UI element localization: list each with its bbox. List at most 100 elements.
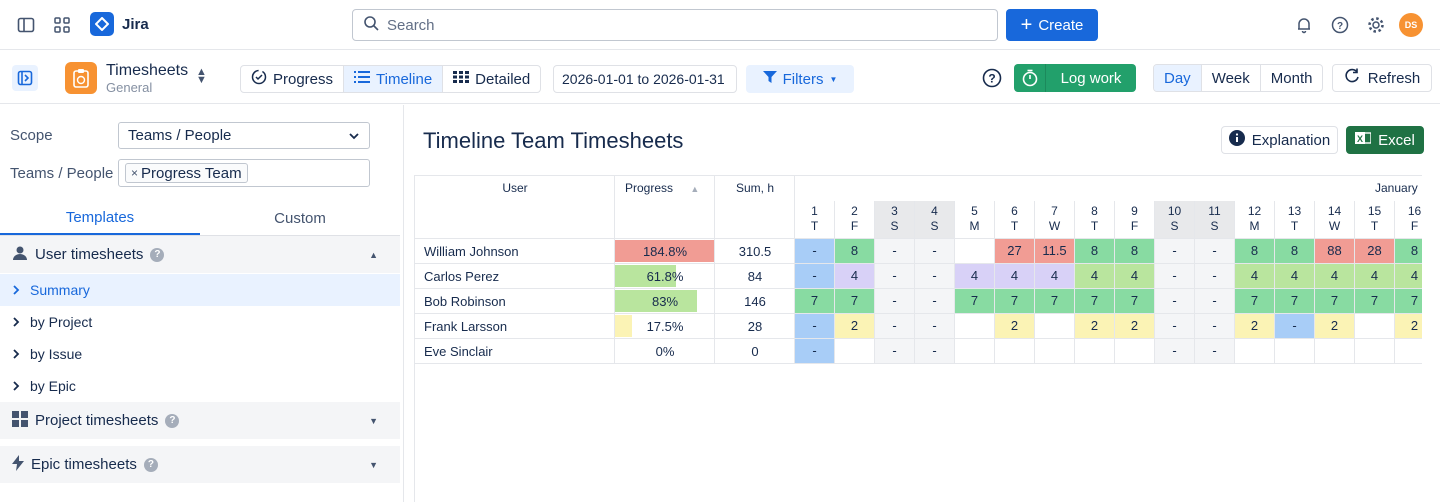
day-cell[interactable] (1355, 339, 1395, 363)
day-cell[interactable]: 2 (995, 314, 1035, 338)
day-cell[interactable]: 28 (1355, 239, 1395, 263)
day-cell[interactable]: 4 (995, 264, 1035, 288)
day-cell[interactable]: 7 (1355, 289, 1395, 313)
table-row[interactable]: Bob Robinson 83% 146 7 7- -7 7 7 7 7- -7 7 7 7 7 (415, 288, 1422, 313)
chevron-updown-icon[interactable]: ▲ ▼ (196, 66, 207, 86)
table-row[interactable]: Carlos Perez 61.8% 84-4- -4 4 4 4 4- -4 4 4 4 4 (415, 263, 1422, 288)
day-cell[interactable] (955, 314, 995, 338)
day-cell[interactable]: 7 (1395, 289, 1422, 313)
user-name[interactable]: Frank Larsson (424, 319, 508, 334)
gear-icon[interactable] (1364, 13, 1388, 37)
day-cell[interactable]: 11.5 (1035, 239, 1075, 263)
day-cell[interactable]: 7 (995, 289, 1035, 313)
tab-templates[interactable]: Templates (0, 201, 200, 235)
sidebar-item-by-project[interactable]: by Project (0, 306, 400, 338)
day-cell[interactable]: - (1155, 289, 1195, 313)
day-cell[interactable]: - (875, 239, 915, 263)
section-project-timesheets[interactable]: Project timesheets ? ▼ (0, 402, 400, 439)
day-cell[interactable] (1315, 339, 1355, 363)
app-switcher-icon[interactable] (50, 13, 74, 37)
panel-toggle-icon[interactable] (12, 65, 38, 91)
day-cell[interactable]: 2 (1115, 314, 1155, 338)
day-cell[interactable]: - (795, 339, 835, 363)
table-row[interactable]: Frank Larsson 17.5% 28-2- -2 2 2- -2-2 2 (415, 313, 1422, 338)
day-cell[interactable]: 8 (1235, 239, 1275, 263)
day-cell[interactable]: - (1195, 339, 1235, 363)
help-icon[interactable]: ? (982, 68, 1002, 91)
day-cell[interactable]: - (915, 314, 955, 338)
avatar[interactable]: DS (1399, 13, 1423, 37)
day-cell[interactable] (1275, 339, 1315, 363)
period-month[interactable]: Month (1270, 69, 1313, 87)
create-button[interactable]: + Create (1006, 9, 1098, 41)
tab-timeline[interactable]: Timeline (344, 66, 444, 92)
day-cell[interactable]: - (1155, 264, 1195, 288)
day-cell[interactable]: 7 (1075, 289, 1115, 313)
sidebar-item-summary[interactable]: Summary (0, 274, 400, 306)
user-name[interactable]: William Johnson (424, 244, 519, 259)
help-icon[interactable]: ? (143, 457, 158, 472)
table-row[interactable]: William Johnson 184.8% 310.5-8- -27 11.5 8 8- -… (415, 238, 1422, 263)
day-cell[interactable] (955, 239, 995, 263)
scope-select[interactable]: Teams / People (118, 122, 370, 149)
day-cell[interactable]: 88 (1315, 239, 1355, 263)
day-cell[interactable]: 4 (1115, 264, 1155, 288)
day-cell[interactable]: 2 (1075, 314, 1115, 338)
sidebar-toggle-icon[interactable] (14, 13, 38, 37)
day-cell[interactable]: - (875, 289, 915, 313)
day-cell[interactable]: 7 (1035, 289, 1075, 313)
day-cell[interactable]: - (915, 289, 955, 313)
day-cell[interactable] (1355, 314, 1395, 338)
filters-button[interactable]: Filters ▼ (746, 65, 854, 93)
jira-logo[interactable]: Jira (90, 12, 149, 36)
day-cell[interactable]: 4 (955, 264, 995, 288)
day-cell[interactable]: 2 (1315, 314, 1355, 338)
help-icon[interactable]: ? (150, 247, 165, 262)
day-cell[interactable]: 7 (835, 289, 875, 313)
day-cell[interactable] (1235, 339, 1275, 363)
day-cell[interactable]: 7 (795, 289, 835, 313)
day-cell[interactable]: - (1195, 239, 1235, 263)
day-cell[interactable]: 27 (995, 239, 1035, 263)
refresh-button[interactable]: Refresh (1332, 64, 1432, 92)
day-cell[interactable] (1035, 339, 1075, 363)
day-cell[interactable]: 8 (1275, 239, 1315, 263)
period-week[interactable]: Week (1202, 65, 1261, 91)
day-cell[interactable] (995, 339, 1035, 363)
day-cell[interactable]: 7 (955, 289, 995, 313)
day-cell[interactable]: 8 (1395, 239, 1422, 263)
day-cell[interactable]: - (1155, 339, 1195, 363)
help-icon[interactable]: ? (165, 413, 180, 428)
sidebar-item-by-issue[interactable]: by Issue (0, 338, 400, 370)
search-input[interactable]: Search (352, 9, 998, 41)
day-cell[interactable]: 4 (1395, 264, 1422, 288)
day-cell[interactable]: - (1195, 264, 1235, 288)
period-day[interactable]: Day (1154, 65, 1202, 91)
day-cell[interactable]: - (1195, 314, 1235, 338)
day-cell[interactable]: - (915, 339, 955, 363)
column-header-sum[interactable]: Sum, h (735, 181, 774, 195)
column-header-user[interactable]: User (502, 181, 528, 195)
day-cell[interactable]: 7 (1315, 289, 1355, 313)
day-cell[interactable]: - (915, 264, 955, 288)
user-name[interactable]: Carlos Perez (424, 269, 500, 284)
day-cell[interactable]: 4 (1275, 264, 1315, 288)
tab-progress[interactable]: Progress (241, 66, 345, 92)
day-cell[interactable]: 4 (1235, 264, 1275, 288)
day-cell[interactable] (1035, 314, 1075, 338)
date-range-input[interactable]: 2026-01-01 to 2026-01-31 (553, 65, 737, 93)
tab-detailed[interactable]: Detailed (443, 66, 540, 92)
day-cell[interactable]: 4 (1035, 264, 1075, 288)
day-cell[interactable]: - (875, 264, 915, 288)
tab-custom[interactable]: Custom (274, 209, 326, 227)
day-cell[interactable]: 7 (1235, 289, 1275, 313)
day-cell[interactable]: - (795, 264, 835, 288)
user-name[interactable]: Bob Robinson (424, 294, 506, 309)
day-cell[interactable]: 2 (1235, 314, 1275, 338)
day-cell[interactable]: - (875, 339, 915, 363)
day-cell[interactable]: - (795, 314, 835, 338)
day-cell[interactable]: 7 (1115, 289, 1155, 313)
excel-button[interactable]: X Excel (1346, 126, 1424, 154)
sidebar-item-by-epic[interactable]: by Epic (0, 370, 400, 402)
help-icon[interactable]: ? (1328, 13, 1352, 37)
